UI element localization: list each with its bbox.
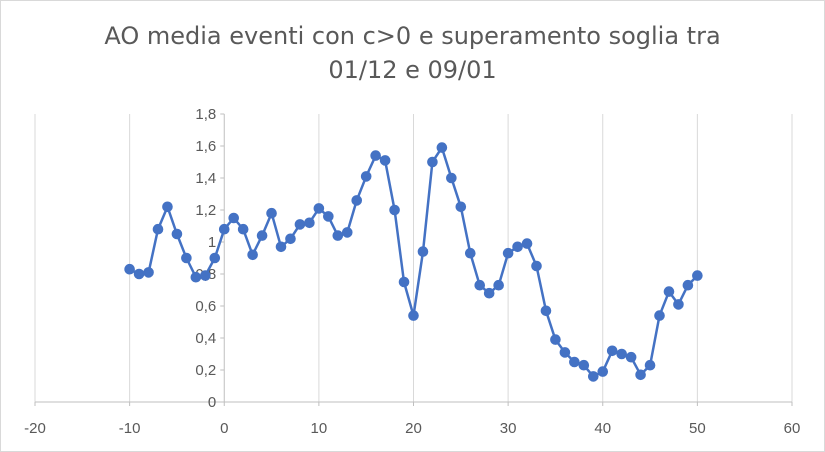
x-tick-label: 60 [784,420,801,437]
data-point [247,249,258,261]
data-point [474,279,486,291]
data-point [237,223,249,235]
y-tick-label: 1,2 [195,202,216,219]
data-point [133,268,145,280]
x-tick-labels: -20 -10 0 10 20 30 40 50 60 [24,420,800,437]
y-tick-label: 1,6 [195,138,216,155]
data-point [181,252,192,264]
y-tick-label: 0,4 [195,330,216,347]
gridlines [34,114,793,402]
data-point [294,219,306,230]
data-point [550,334,561,345]
data-point [266,207,277,219]
x-tick-label: 30 [500,420,517,437]
data-point [606,345,618,357]
data-point [559,347,571,358]
data-point [455,201,467,213]
data-point [152,223,164,235]
data-point [228,212,240,224]
x-tick-label: -20 [24,420,46,437]
data-point [616,348,627,360]
data-point [389,204,400,216]
data-point [436,142,448,153]
data-point [464,247,476,259]
data-point [512,241,523,253]
y-tick-label: 1 [208,234,216,251]
data-point [143,267,154,278]
data-point [408,310,419,321]
data-point [360,171,372,182]
data-point [200,270,211,281]
x-tick-label: 50 [689,420,706,437]
data-point [531,260,542,272]
data-point [379,155,391,166]
data-point [332,230,344,241]
data-point [663,286,675,297]
data-point [417,246,429,257]
data-point [209,252,221,264]
data-point [446,172,457,184]
data-point [625,351,637,363]
data-point [521,238,533,249]
data-point [304,217,315,229]
chart-title: AO media eventi con c>0 e superamento so… [1,19,824,87]
data-point [682,279,694,291]
data-point [493,279,504,291]
data-point [654,310,665,321]
y-tick-label: 0,6 [195,298,216,315]
data-point [578,359,590,371]
data-point [673,299,684,310]
data-point [313,203,325,214]
x-tick-label: 40 [594,420,611,437]
x-tick-label: 10 [311,420,328,437]
y-tick-labels: 00,20,40,60,811,21,41,61,8 [195,106,216,411]
data-point [587,371,599,382]
y-tick-label: 0,2 [195,362,216,379]
x-tick-label: 20 [405,420,422,437]
data-point [398,276,410,288]
data-point [370,150,381,161]
data-point [190,271,202,283]
axes [34,113,793,406]
data-point [351,195,363,206]
data-point [540,305,552,317]
data-series [124,142,703,382]
chart-title-line-2: 01/12 e 09/01 [328,56,497,84]
data-point [635,369,646,381]
data-point [692,270,703,281]
data-point [644,359,656,371]
data-point [124,263,135,275]
data-point [569,356,580,368]
data-point [218,223,230,235]
x-tick-label: 0 [220,420,228,437]
data-point [483,287,495,299]
x-tick-label: -10 [119,420,141,437]
chart-title-line-1: AO media eventi con c>0 e superamento so… [104,22,721,50]
y-tick-label: 0 [208,394,216,411]
y-tick-label: 1,8 [195,106,216,123]
data-point [597,366,609,377]
data-point [427,156,438,168]
data-point [285,233,296,245]
data-point [341,227,353,238]
data-point [323,211,334,222]
data-point [502,247,514,259]
data-point [162,201,173,213]
data-point [171,228,183,240]
data-point [256,230,268,241]
y-tick-label: 1,4 [195,170,216,187]
data-point [275,241,287,253]
